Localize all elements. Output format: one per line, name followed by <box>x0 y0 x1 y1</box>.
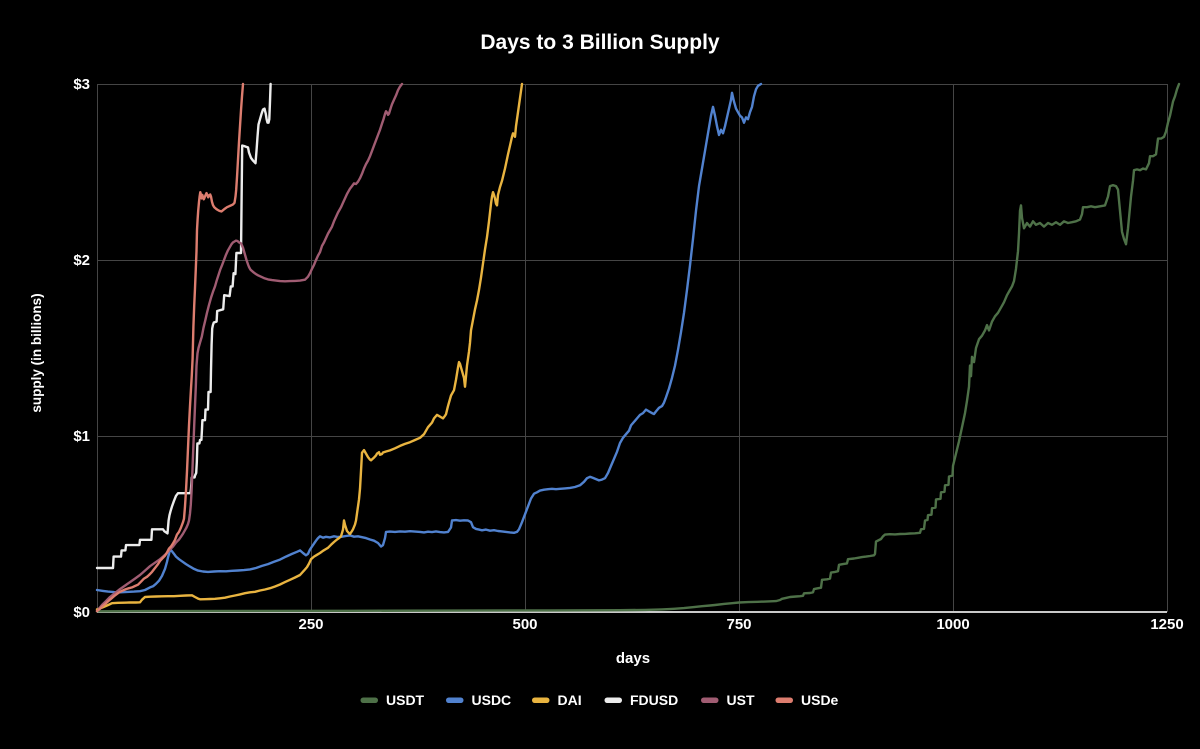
svg-text:DAI: DAI <box>558 692 582 708</box>
svg-text:$3: $3 <box>73 76 90 93</box>
svg-text:USDT: USDT <box>386 692 425 708</box>
svg-text:$1: $1 <box>73 428 90 445</box>
svg-text:$0: $0 <box>73 604 90 621</box>
svg-text:$2: $2 <box>73 252 90 269</box>
svg-text:500: 500 <box>512 616 537 633</box>
svg-text:FDUSD: FDUSD <box>630 692 678 708</box>
svg-text:1000: 1000 <box>936 616 969 633</box>
svg-text:250: 250 <box>298 616 323 633</box>
svg-text:1250: 1250 <box>1150 616 1183 633</box>
svg-text:UST: UST <box>727 692 755 708</box>
svg-text:supply (in billions): supply (in billions) <box>29 293 44 412</box>
svg-text:Days to 3 Billion Supply: Days to 3 Billion Supply <box>480 31 720 54</box>
svg-text:750: 750 <box>726 616 751 633</box>
svg-text:USDC: USDC <box>472 692 512 708</box>
svg-text:USDe: USDe <box>801 692 839 708</box>
svg-text:days: days <box>616 650 650 667</box>
